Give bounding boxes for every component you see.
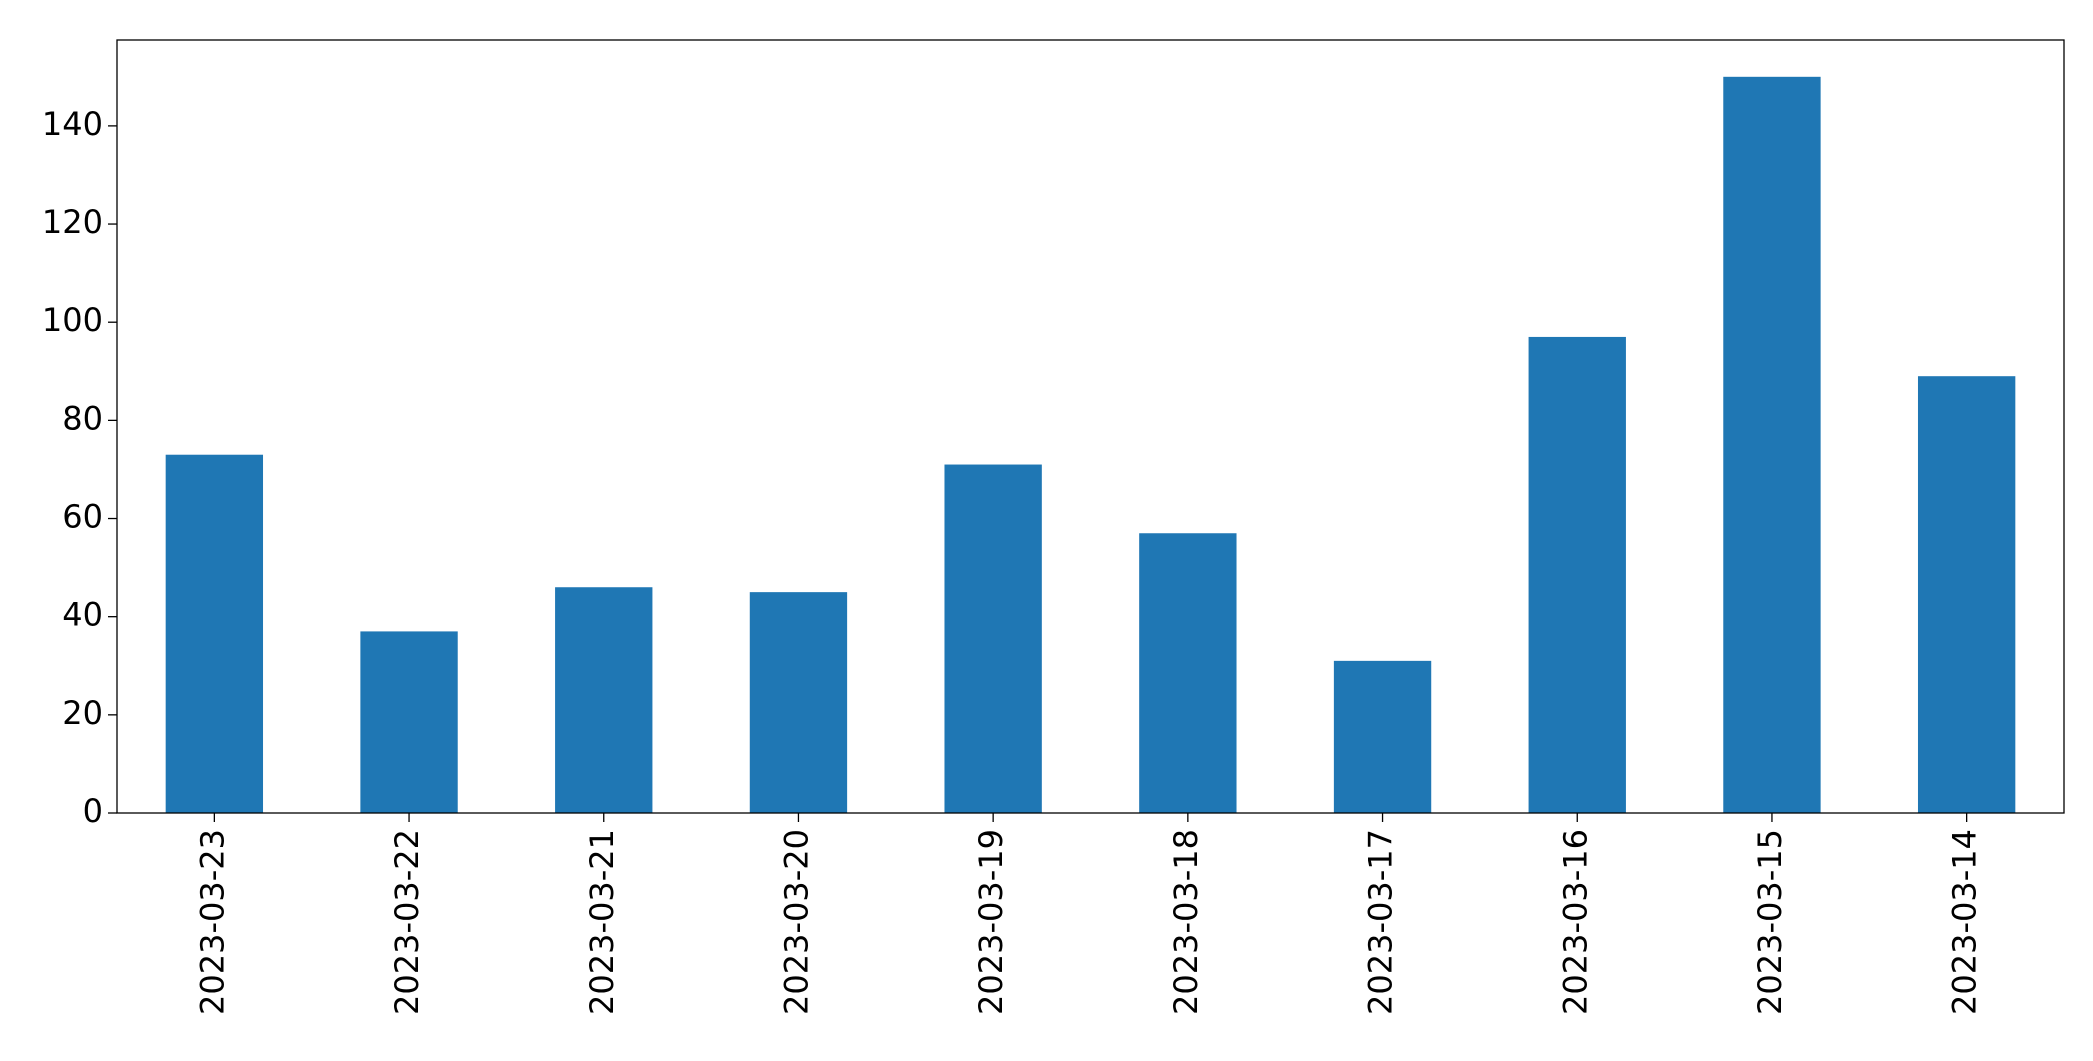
y-tick-label: 20 <box>62 694 103 732</box>
bar <box>749 592 848 813</box>
bar <box>1723 76 1821 814</box>
bar <box>944 464 1042 813</box>
y-tick-label: 80 <box>62 399 103 437</box>
bar <box>1333 660 1432 813</box>
x-tick-label: 2023-03-15 <box>1751 829 1789 1015</box>
y-tick-label: 140 <box>42 105 103 143</box>
y-tick-label: 40 <box>62 596 103 634</box>
x-tick-label: 2023-03-18 <box>1167 829 1205 1015</box>
bar <box>555 587 653 813</box>
y-tick-label: 60 <box>62 498 103 536</box>
bar <box>1528 336 1626 813</box>
y-tick-label: 100 <box>42 301 103 339</box>
x-tick-label: 2023-03-16 <box>1556 829 1594 1015</box>
x-tick-label: 2023-03-23 <box>193 829 231 1015</box>
x-tick-label: 2023-03-19 <box>972 829 1010 1015</box>
axes-frame <box>116 39 2065 814</box>
x-tick-label: 2023-03-22 <box>388 829 426 1015</box>
y-tick-label: 0 <box>83 792 103 830</box>
x-tick-label: 2023-03-17 <box>1362 829 1400 1015</box>
bar <box>360 631 458 813</box>
bar <box>165 454 264 813</box>
x-tick-label: 2023-03-21 <box>583 829 621 1015</box>
bar <box>1139 533 1237 813</box>
y-tick-label: 120 <box>42 203 103 241</box>
x-tick-label: 2023-03-20 <box>777 829 815 1015</box>
x-tick-label: 2023-03-14 <box>1946 829 1984 1015</box>
bar <box>1917 376 2016 813</box>
